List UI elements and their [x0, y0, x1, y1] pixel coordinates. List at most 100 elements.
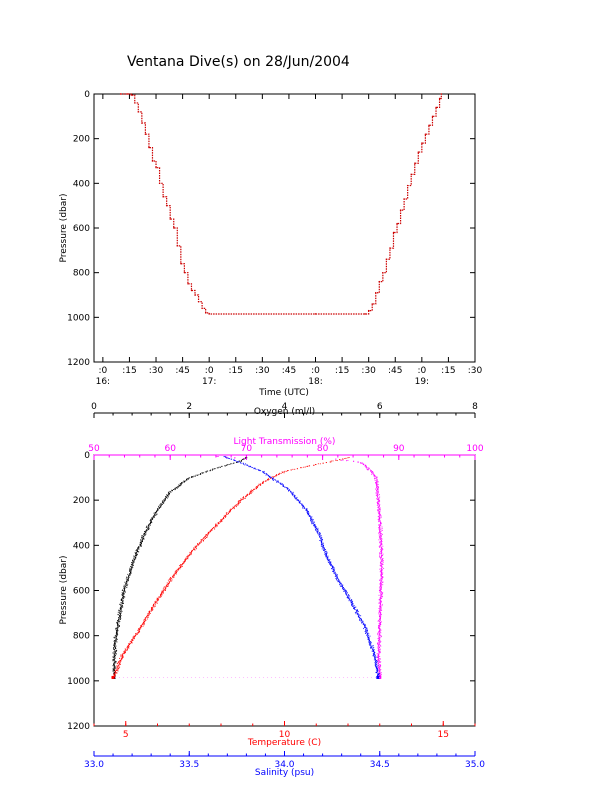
- profile-point: [377, 501, 379, 503]
- profile-point: [139, 545, 141, 547]
- profile-point: [379, 616, 381, 617]
- profile-point: [135, 554, 137, 556]
- profile-point: [379, 514, 381, 516]
- profile-point: [131, 568, 133, 570]
- profile-point: [161, 503, 163, 505]
- profile-point: [113, 674, 115, 676]
- x-tick-label: :0: [205, 366, 214, 376]
- y-tick-label: 400: [73, 541, 90, 551]
- x-tick-label: :30: [361, 366, 376, 376]
- profile-point: [238, 502, 240, 504]
- profile-point: [122, 599, 124, 601]
- profile-point: [379, 630, 381, 632]
- profile-point: [141, 624, 143, 626]
- profile-point: [302, 504, 304, 506]
- dive-track-point: [440, 93, 443, 95]
- profile-point: [307, 513, 309, 515]
- profile-point: [130, 573, 132, 574]
- profile-point: [375, 661, 377, 663]
- profile-point: [335, 460, 337, 461]
- profile-point: [336, 575, 338, 577]
- profile-point: [237, 500, 239, 502]
- profile-point: [331, 565, 333, 567]
- profile-point: [194, 475, 196, 477]
- dive-track-point: [406, 184, 409, 187]
- profile-point: [139, 542, 141, 544]
- profile-point: [172, 577, 174, 579]
- profile-point: [237, 504, 239, 506]
- profile-point: [173, 574, 175, 576]
- profile-point: [252, 466, 254, 468]
- profile-point: [246, 494, 248, 496]
- profile-point: [379, 652, 381, 654]
- profile-point: [247, 493, 249, 495]
- profile-point: [373, 653, 375, 655]
- profile-point: [245, 495, 247, 497]
- profile-point: [120, 660, 122, 662]
- profile-point: [378, 671, 380, 673]
- profile-point: [117, 663, 119, 665]
- profile-point: [380, 592, 382, 594]
- profile-point: [375, 666, 377, 668]
- profile-point: [171, 580, 173, 582]
- profile-point: [182, 563, 184, 565]
- profile-point: [114, 660, 116, 662]
- profile-point: [245, 495, 247, 497]
- profile-point: [124, 581, 126, 583]
- profile-point: [221, 518, 223, 520]
- profile-point: [367, 469, 368, 471]
- profile-point: [377, 493, 378, 495]
- profile-point: [366, 630, 368, 632]
- profile-point: [380, 674, 381, 676]
- profile-point: [283, 471, 285, 473]
- profile-point: [113, 661, 115, 663]
- profile-point: [131, 562, 133, 564]
- profile-point: [150, 609, 152, 611]
- profile-point: [372, 655, 374, 657]
- profile-point: [376, 478, 378, 480]
- profile-point: [226, 512, 228, 514]
- profile-point: [380, 600, 382, 602]
- profile-point: [276, 474, 277, 476]
- profile-point: [370, 642, 372, 644]
- profile-point: [371, 647, 373, 649]
- profile-point: [180, 565, 182, 567]
- profile-point: [265, 474, 267, 476]
- profile-point: [380, 550, 382, 552]
- profile-point: [114, 674, 116, 676]
- profile-point: [381, 551, 383, 553]
- profile-point: [143, 619, 145, 621]
- profile-point: [115, 642, 117, 644]
- profile-point: [379, 624, 381, 626]
- profile-point: [338, 578, 340, 580]
- profile-point: [132, 638, 134, 639]
- profile-point: [376, 671, 378, 673]
- profile-point: [231, 458, 233, 460]
- profile-point: [115, 634, 117, 636]
- dive-track-point: [428, 124, 430, 126]
- profile-point: [301, 504, 303, 506]
- profile-point: [378, 640, 379, 642]
- profile-point: [120, 609, 122, 611]
- profile-point: [376, 504, 378, 506]
- profile-point: [151, 609, 153, 611]
- profile-point: [216, 456, 218, 458]
- profile-point: [378, 644, 379, 646]
- profile-point: [330, 460, 332, 462]
- profile-point: [207, 533, 209, 534]
- profile-point: [340, 583, 342, 585]
- profile-point: [239, 500, 241, 501]
- profile-point: [262, 471, 264, 473]
- profile-point: [335, 574, 337, 576]
- profile-point: [379, 517, 381, 519]
- profile-point: [189, 554, 191, 556]
- y-tick-label: 1200: [67, 722, 90, 732]
- profile-point: [250, 493, 252, 495]
- profile-point: [382, 576, 384, 578]
- profile-point: [120, 602, 122, 604]
- profile-point: [326, 557, 328, 559]
- profile-point: [203, 539, 204, 541]
- profile-point: [332, 460, 334, 462]
- profile-point: [376, 489, 378, 491]
- profile-point: [338, 579, 340, 581]
